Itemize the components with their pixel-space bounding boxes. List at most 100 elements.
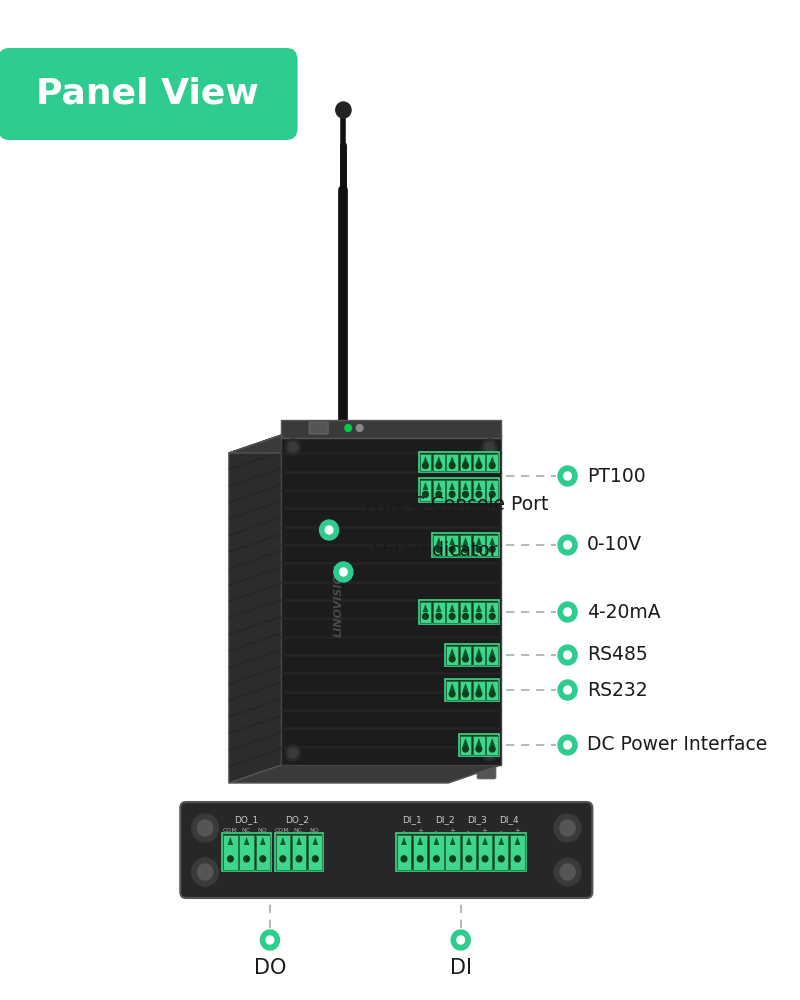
Circle shape bbox=[490, 491, 495, 497]
FancyBboxPatch shape bbox=[486, 736, 498, 754]
Polygon shape bbox=[436, 537, 442, 545]
Polygon shape bbox=[490, 537, 495, 545]
Polygon shape bbox=[462, 456, 468, 464]
Polygon shape bbox=[450, 456, 455, 464]
Circle shape bbox=[564, 541, 571, 549]
Circle shape bbox=[192, 814, 218, 842]
Circle shape bbox=[227, 856, 234, 862]
Polygon shape bbox=[462, 604, 468, 612]
Circle shape bbox=[514, 856, 520, 862]
Circle shape bbox=[558, 680, 577, 700]
Text: LINOVISION: LINOVISION bbox=[334, 563, 344, 637]
Circle shape bbox=[490, 746, 495, 752]
FancyBboxPatch shape bbox=[309, 422, 328, 434]
FancyBboxPatch shape bbox=[433, 454, 445, 471]
Polygon shape bbox=[401, 837, 407, 845]
FancyBboxPatch shape bbox=[446, 454, 458, 471]
Text: DO_2: DO_2 bbox=[286, 816, 310, 824]
Text: RS232: RS232 bbox=[586, 680, 647, 700]
FancyBboxPatch shape bbox=[420, 480, 431, 500]
Polygon shape bbox=[313, 837, 318, 845]
Circle shape bbox=[462, 546, 468, 552]
Polygon shape bbox=[434, 837, 439, 845]
Circle shape bbox=[482, 856, 488, 862]
Polygon shape bbox=[229, 765, 501, 783]
Circle shape bbox=[286, 745, 301, 761]
Circle shape bbox=[244, 856, 250, 862]
Text: LED Indicator: LED Indicator bbox=[372, 540, 498, 560]
Polygon shape bbox=[490, 482, 495, 490]
FancyBboxPatch shape bbox=[282, 435, 501, 765]
Polygon shape bbox=[422, 604, 428, 612]
Circle shape bbox=[490, 613, 495, 619]
Text: COM: COM bbox=[275, 828, 290, 834]
Circle shape bbox=[476, 613, 482, 619]
Polygon shape bbox=[422, 456, 428, 464]
Circle shape bbox=[450, 491, 455, 497]
FancyBboxPatch shape bbox=[473, 601, 485, 622]
Circle shape bbox=[462, 491, 468, 497]
FancyBboxPatch shape bbox=[473, 480, 485, 500]
Polygon shape bbox=[476, 683, 482, 691]
Polygon shape bbox=[436, 456, 442, 464]
FancyBboxPatch shape bbox=[239, 834, 254, 869]
FancyBboxPatch shape bbox=[477, 763, 496, 779]
Circle shape bbox=[490, 691, 495, 697]
Circle shape bbox=[485, 442, 494, 452]
Text: NO: NO bbox=[309, 828, 318, 834]
FancyBboxPatch shape bbox=[222, 833, 271, 871]
Polygon shape bbox=[462, 648, 468, 656]
Circle shape bbox=[401, 856, 407, 862]
FancyBboxPatch shape bbox=[420, 601, 431, 622]
FancyBboxPatch shape bbox=[473, 680, 485, 700]
Circle shape bbox=[466, 856, 472, 862]
Text: +: + bbox=[514, 828, 520, 834]
Polygon shape bbox=[462, 482, 468, 490]
Text: -: - bbox=[499, 828, 502, 834]
Circle shape bbox=[266, 936, 274, 944]
Circle shape bbox=[422, 613, 428, 619]
Circle shape bbox=[319, 520, 338, 540]
FancyBboxPatch shape bbox=[473, 646, 485, 664]
Circle shape bbox=[476, 691, 482, 697]
Circle shape bbox=[450, 546, 455, 552]
Circle shape bbox=[313, 856, 318, 862]
Polygon shape bbox=[229, 435, 282, 783]
Text: DI: DI bbox=[450, 958, 472, 978]
FancyBboxPatch shape bbox=[462, 834, 476, 869]
Circle shape bbox=[462, 746, 468, 752]
Circle shape bbox=[356, 424, 363, 432]
FancyBboxPatch shape bbox=[420, 454, 431, 471]
Text: +: + bbox=[450, 828, 455, 834]
FancyBboxPatch shape bbox=[446, 601, 458, 622]
Polygon shape bbox=[490, 683, 495, 691]
FancyBboxPatch shape bbox=[486, 534, 498, 556]
Circle shape bbox=[345, 424, 351, 432]
FancyBboxPatch shape bbox=[486, 454, 498, 471]
Text: NC: NC bbox=[242, 828, 250, 834]
FancyBboxPatch shape bbox=[308, 834, 322, 869]
FancyBboxPatch shape bbox=[446, 534, 458, 556]
Circle shape bbox=[436, 463, 442, 469]
Polygon shape bbox=[229, 435, 501, 453]
Polygon shape bbox=[466, 837, 472, 845]
Circle shape bbox=[558, 535, 577, 555]
FancyBboxPatch shape bbox=[446, 679, 499, 701]
Polygon shape bbox=[260, 837, 266, 845]
Polygon shape bbox=[450, 648, 455, 656]
Polygon shape bbox=[476, 456, 482, 464]
FancyBboxPatch shape bbox=[432, 533, 499, 557]
Circle shape bbox=[490, 656, 495, 662]
FancyBboxPatch shape bbox=[418, 452, 499, 472]
Circle shape bbox=[558, 735, 577, 755]
Polygon shape bbox=[476, 604, 482, 612]
Polygon shape bbox=[280, 837, 286, 845]
FancyBboxPatch shape bbox=[446, 480, 458, 500]
Polygon shape bbox=[462, 738, 468, 746]
Circle shape bbox=[336, 102, 351, 118]
FancyBboxPatch shape bbox=[460, 534, 471, 556]
Polygon shape bbox=[476, 648, 482, 656]
Polygon shape bbox=[450, 482, 455, 490]
Polygon shape bbox=[490, 456, 495, 464]
FancyBboxPatch shape bbox=[510, 834, 525, 869]
